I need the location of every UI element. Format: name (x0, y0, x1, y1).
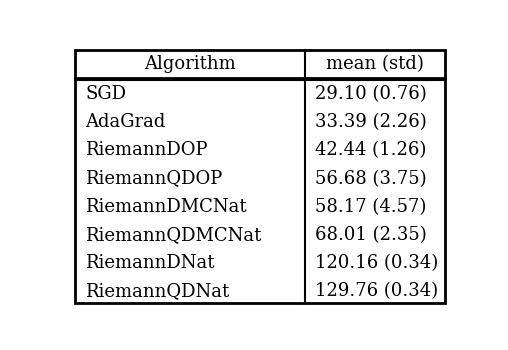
Text: RiemannQDMCNat: RiemannQDMCNat (85, 226, 262, 244)
Text: 42.44 (1.26): 42.44 (1.26) (314, 141, 426, 160)
Text: 58.17 (4.57): 58.17 (4.57) (314, 198, 426, 216)
Text: 33.39 (2.26): 33.39 (2.26) (314, 113, 426, 131)
Text: AdaGrad: AdaGrad (85, 113, 166, 131)
Text: 120.16 (0.34): 120.16 (0.34) (314, 254, 438, 272)
Text: RiemannDNat: RiemannDNat (85, 254, 215, 272)
Text: Algorithm: Algorithm (144, 55, 236, 73)
Text: 68.01 (2.35): 68.01 (2.35) (314, 226, 426, 244)
Text: SGD: SGD (85, 85, 126, 103)
Text: 29.10 (0.76): 29.10 (0.76) (314, 85, 426, 103)
Text: RiemannQDNat: RiemannQDNat (85, 282, 230, 300)
Text: mean (std): mean (std) (326, 55, 424, 73)
Text: RiemannQDOP: RiemannQDOP (85, 170, 223, 188)
Text: RiemannDOP: RiemannDOP (85, 141, 208, 160)
Text: 129.76 (0.34): 129.76 (0.34) (314, 282, 438, 300)
Text: 56.68 (3.75): 56.68 (3.75) (314, 170, 426, 188)
Text: RiemannDMCNat: RiemannDMCNat (85, 198, 247, 216)
